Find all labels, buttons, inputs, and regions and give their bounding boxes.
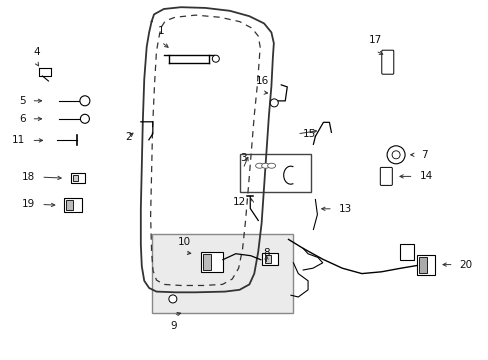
Bar [417, 255, 434, 275]
Text: 4: 4 [33, 47, 40, 57]
Text: 12: 12 [232, 197, 245, 207]
Circle shape [270, 99, 278, 107]
Circle shape [80, 114, 89, 123]
Text: 11: 11 [12, 135, 25, 145]
Circle shape [386, 146, 404, 164]
Circle shape [80, 96, 90, 106]
Bar [63, 198, 81, 212]
Text: 19: 19 [22, 199, 35, 210]
Bar [201, 252, 223, 272]
FancyBboxPatch shape [380, 167, 391, 185]
Bar [239, 154, 310, 192]
Text: 6: 6 [19, 114, 25, 124]
Text: 15: 15 [303, 129, 316, 139]
FancyBboxPatch shape [381, 50, 393, 74]
Bar [264, 255, 270, 263]
Circle shape [168, 295, 177, 303]
Bar [71, 173, 85, 183]
Text: 2: 2 [125, 132, 132, 142]
Text: 18: 18 [22, 172, 35, 182]
Ellipse shape [267, 163, 275, 168]
Text: 8: 8 [263, 248, 269, 258]
Text: 17: 17 [368, 35, 382, 45]
Bar [73, 175, 78, 181]
Text: 10: 10 [178, 237, 191, 247]
Bar [419, 257, 427, 273]
Bar [262, 253, 277, 265]
Text: 20: 20 [459, 260, 472, 270]
Bar [203, 254, 210, 270]
Bar [151, 234, 293, 313]
Text: 3: 3 [239, 153, 246, 163]
Text: 13: 13 [338, 204, 351, 214]
Bar [65, 200, 72, 210]
Circle shape [212, 55, 219, 62]
Text: 1: 1 [158, 26, 164, 36]
Ellipse shape [261, 163, 269, 168]
Bar [399, 244, 413, 260]
Text: 5: 5 [19, 96, 25, 106]
Text: 9: 9 [170, 321, 177, 331]
Ellipse shape [255, 163, 263, 168]
Text: 7: 7 [421, 150, 427, 160]
Text: 14: 14 [419, 171, 432, 181]
Circle shape [391, 151, 399, 159]
Text: 16: 16 [255, 76, 269, 86]
